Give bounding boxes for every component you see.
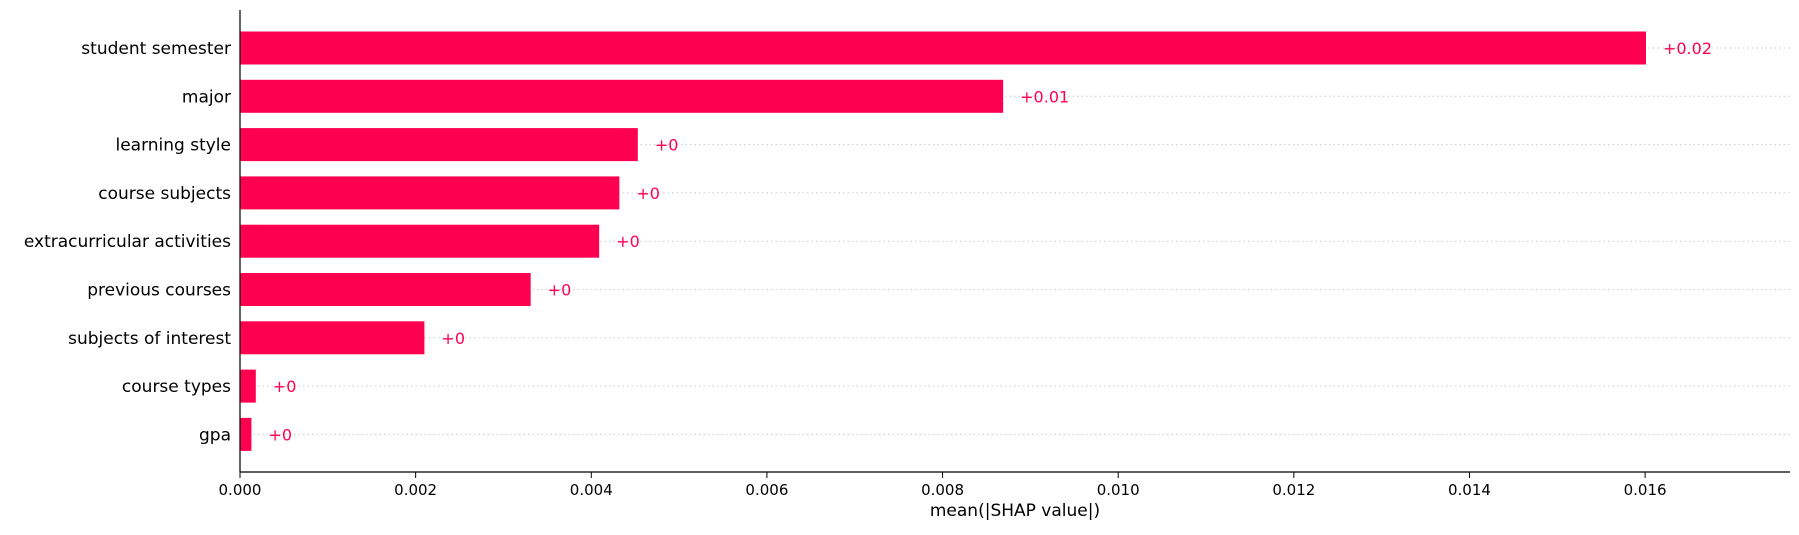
bar-layer [240,31,1646,451]
category-label: learning style [115,136,231,156]
bar [240,176,620,210]
grid-layer [240,47,1790,435]
value-label: +0.02 [1663,39,1712,58]
bar [240,79,1004,113]
bar [240,224,600,258]
x-tick-label: 0.008 [921,481,964,499]
x-tick-label: 0.012 [1272,481,1315,499]
axis-layer: 0.000 0.002 0.004 0.006 0.008 0.010 0.012 0.014… [219,10,1790,499]
bar [240,273,531,306]
x-tick-label: 0.002 [394,481,437,499]
value-label: +0 [273,377,297,396]
value-label: +0 [548,281,572,300]
x-tick-label: 0.014 [1448,481,1491,499]
x-tick-label: 0.016 [1624,481,1667,499]
x-tick-label: 0.010 [1097,481,1140,499]
value-label: +0 [655,136,679,155]
category-label-layer: student semester major learning style cours… [24,39,231,445]
value-label: +0 [268,425,292,444]
category-label: subjects of interest [68,329,231,349]
category-label: previous courses [87,281,231,301]
x-tick-label: 0.006 [745,481,788,499]
category-label: gpa [199,425,231,445]
bar [240,31,1646,65]
bar [240,417,252,451]
bar [240,369,256,403]
value-label: +0 [636,184,660,203]
value-label: +0 [441,329,465,348]
x-tick-label: 0.004 [570,481,613,499]
category-label: extracurricular activities [24,232,231,252]
category-label: major [182,87,231,107]
category-label: course subjects [98,184,231,204]
value-label: +0 [616,232,640,251]
bar [240,128,638,162]
x-tick-label: 0.000 [219,481,262,499]
value-label: +0.01 [1020,87,1069,106]
category-label: course types [122,377,231,397]
bar [240,321,425,355]
category-label: student semester [81,39,231,59]
value-label-layer: +0.02 +0.01 +0 +0 +0 +0 +0 +0 +0 [268,39,1712,444]
x-axis-label: mean(|SHAP value|) [930,501,1100,521]
